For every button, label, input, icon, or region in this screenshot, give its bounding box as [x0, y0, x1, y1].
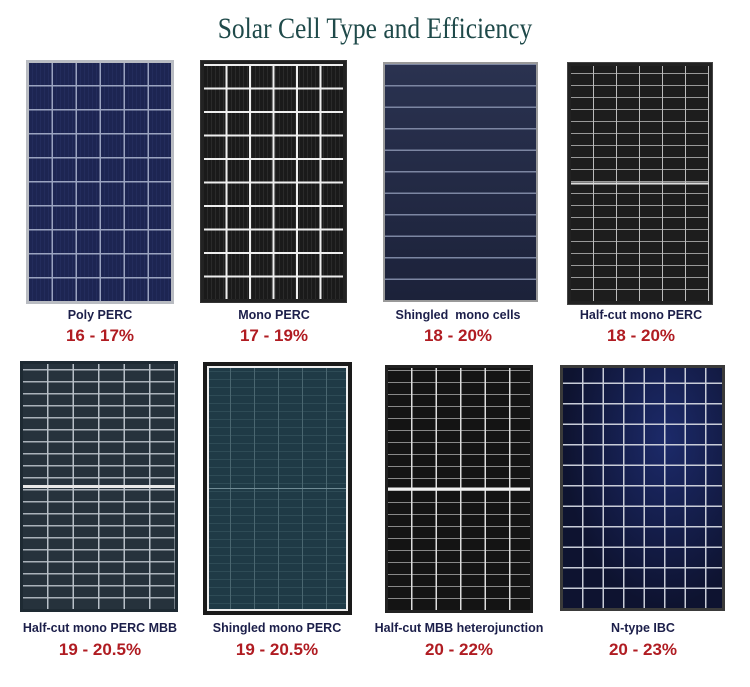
cell-type-label: Shingled mono cells — [395, 308, 521, 322]
efficiency-label: 20 - 23% — [608, 640, 678, 659]
panel-image-mono-perc — [200, 60, 347, 303]
cell-type-label: Half-cut MBB heterojunction — [374, 621, 544, 635]
panel-image-half-cut-mbb-heterojunction — [385, 365, 533, 613]
cell-type-label: Half-cut mono PERC MBB — [22, 621, 178, 635]
cell-type-label: Shingled mono PERC — [212, 621, 342, 635]
efficiency-label: 19 - 20.5% — [235, 640, 319, 659]
efficiency-label: 18 - 20% — [606, 326, 676, 345]
panel-image-half-cut-mono-perc — [567, 62, 713, 305]
efficiency-label: 20 - 22% — [424, 640, 494, 659]
efficiency-label: 17 - 19% — [239, 326, 309, 345]
efficiency-label: 18 - 20% — [423, 326, 493, 345]
cell-type-label: N-type IBC — [611, 621, 675, 635]
cell-type-label: Mono PERC — [238, 308, 310, 322]
panel-image-poly-perc — [26, 60, 174, 304]
panel-image-n-type-ibc — [560, 365, 725, 611]
panel-image-shingled-mono — [383, 62, 538, 302]
page-title: Solar Cell Type and Efficiency — [217, 12, 533, 45]
efficiency-label: 16 - 17% — [65, 326, 135, 345]
cell-type-label: Poly PERC — [67, 308, 133, 322]
panel-image-half-cut-mono-perc-mbb — [20, 361, 178, 612]
cell-type-label: Half-cut mono PERC — [579, 308, 703, 322]
panel-image-shingled-mono-perc — [203, 362, 352, 615]
efficiency-label: 19 - 20.5% — [58, 640, 142, 659]
